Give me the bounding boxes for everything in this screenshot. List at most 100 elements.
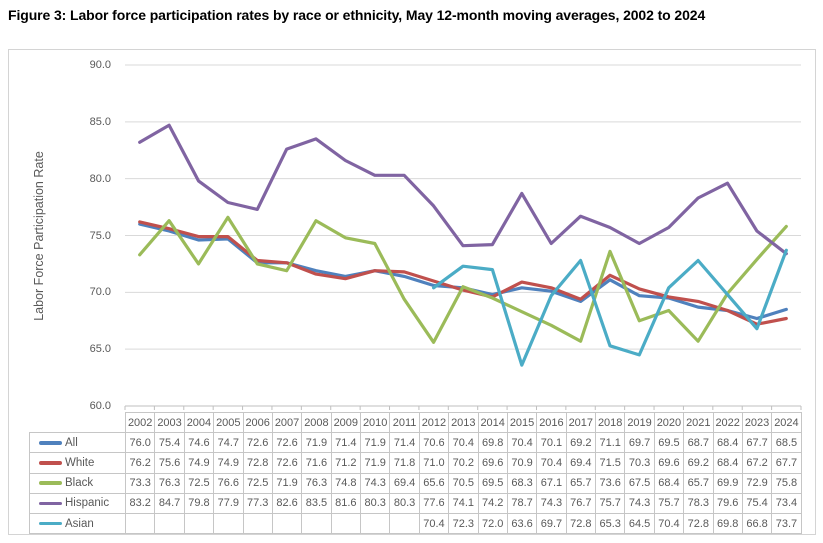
value-cell: 68.4 [653, 472, 685, 494]
legend-key-icon [39, 481, 62, 485]
y-axis-tick-label: 60.0 [89, 400, 111, 412]
value-cell: 70.4 [506, 432, 538, 454]
value-cell: 71.2 [330, 452, 362, 474]
year-header-cell: 2006 [242, 411, 273, 434]
series-line-all [138, 222, 788, 321]
value-cell: 80.3 [389, 492, 420, 514]
table-header-row: 2002 2003 2004 2005 2006 2007 2008 2009 2010 2011… [29, 411, 802, 434]
legend-key-icon [39, 521, 62, 526]
y-axis-tick-label: 90.0 [89, 59, 111, 71]
value-cell [183, 512, 215, 535]
value-cell: 68.4 [712, 452, 743, 474]
value-cell: 70.4 [418, 512, 450, 535]
value-cell: 74.9 [183, 452, 215, 474]
value-cell: 77.9 [213, 492, 244, 514]
value-cell: 75.6 [154, 452, 185, 474]
value-cell: 75.7 [594, 492, 626, 514]
data-table: 2002 2003 2004 2005 2006 2007 2008 2009 2010 2011… [29, 411, 802, 535]
value-cell: 69.6 [653, 452, 685, 474]
value-cell: 70.1 [536, 432, 567, 454]
value-cell: 67.2 [741, 452, 773, 474]
value-cell: 81.6 [330, 492, 362, 514]
legend-key-icon [39, 501, 62, 506]
value-cell: 70.9 [506, 452, 538, 474]
year-header-cell: 2020 [653, 411, 685, 434]
value-cell: 79.6 [712, 492, 743, 514]
value-cell: 63.6 [506, 512, 538, 535]
year-header-cell: 2018 [594, 411, 626, 434]
value-cell: 65.7 [565, 472, 597, 494]
y-axis-tick-label: 65.0 [89, 343, 111, 356]
legend-key-icon [39, 461, 62, 465]
year-header-cell: 2010 [359, 411, 391, 434]
value-cell: 76.2 [124, 452, 156, 474]
y-axis-tick-label: 70.0 [89, 286, 111, 299]
legend-cell-black: Black [29, 472, 126, 494]
value-cell: 74.3 [624, 492, 655, 514]
value-cell: 65.6 [418, 472, 450, 494]
value-cell: 76.3 [301, 472, 332, 494]
value-cell: 71.9 [359, 452, 391, 474]
table-row-asian: Asian 70.4 72.3 72.0 63.6 69.7 72.8 65.3 64.5 70.… [29, 512, 802, 535]
value-cell: 76.7 [565, 492, 597, 514]
value-cell: 72.8 [683, 512, 714, 535]
figure-title: Figure 3: Labor force participation rate… [8, 7, 706, 23]
value-cell: 64.5 [624, 512, 655, 535]
legend-key-icon [39, 440, 62, 445]
series-line-hispanic [138, 123, 788, 256]
year-header-cell: 2024 [771, 411, 802, 434]
value-cell: 69.4 [565, 452, 597, 474]
value-cell [359, 512, 391, 535]
value-cell [213, 512, 244, 535]
table-row-white: White 76.2 75.6 74.9 74.9 72.8 72.6 71.6 71.2 71.… [29, 452, 802, 474]
value-cell: 75.8 [771, 472, 802, 494]
value-cell: 70.4 [536, 452, 567, 474]
year-header-cell: 2009 [330, 411, 362, 434]
value-cell: 83.2 [124, 492, 156, 514]
value-cell: 72.3 [448, 512, 479, 535]
value-cell: 75.4 [154, 432, 185, 454]
value-cell: 76.6 [213, 472, 244, 494]
value-cell: 69.9 [712, 472, 743, 494]
year-header-cell: 2022 [712, 411, 743, 434]
value-cell: 72.5 [242, 472, 273, 494]
value-cell: 68.3 [506, 472, 538, 494]
series-line-black [138, 215, 788, 344]
value-cell: 73.3 [124, 472, 156, 494]
legend-label: Asian [65, 517, 94, 530]
year-header-cell: 2004 [183, 411, 215, 434]
value-cell: 67.7 [741, 432, 773, 454]
legend-label: All [65, 436, 78, 449]
year-header-cell: 2013 [448, 411, 479, 434]
value-cell: 67.5 [624, 472, 655, 494]
series-line-asian [432, 248, 788, 367]
value-cell: 74.1 [448, 492, 479, 514]
value-cell: 74.3 [536, 492, 567, 514]
value-cell [124, 512, 156, 535]
value-cell: 67.1 [536, 472, 567, 494]
value-cell: 69.2 [565, 432, 597, 454]
value-cell: 72.6 [242, 432, 273, 454]
value-cell [242, 512, 273, 535]
value-cell: 71.8 [389, 452, 420, 474]
value-cell: 69.5 [653, 432, 685, 454]
value-cell: 73.4 [771, 492, 802, 514]
value-cell: 72.0 [477, 512, 508, 535]
value-cell: 71.4 [330, 432, 362, 454]
year-header-cell: 2019 [624, 411, 655, 434]
value-cell: 70.5 [448, 472, 479, 494]
value-cell: 78.7 [506, 492, 538, 514]
table-row-black: Black 73.3 76.3 72.5 76.6 72.5 71.9 76.3 74.8 74.… [29, 472, 802, 494]
value-cell: 71.4 [389, 432, 420, 454]
legend-label: Black [65, 477, 94, 490]
legend-cell-all: All [29, 432, 126, 454]
plot-svg [124, 64, 802, 410]
year-header-cell: 2016 [536, 411, 567, 434]
value-cell: 71.0 [418, 452, 450, 474]
value-cell: 72.5 [183, 472, 215, 494]
year-header-cell: 2014 [477, 411, 508, 434]
legend-label: Hispanic [65, 497, 110, 510]
value-cell: 72.6 [271, 432, 303, 454]
value-cell: 72.8 [565, 512, 597, 535]
value-cell: 70.4 [448, 432, 479, 454]
